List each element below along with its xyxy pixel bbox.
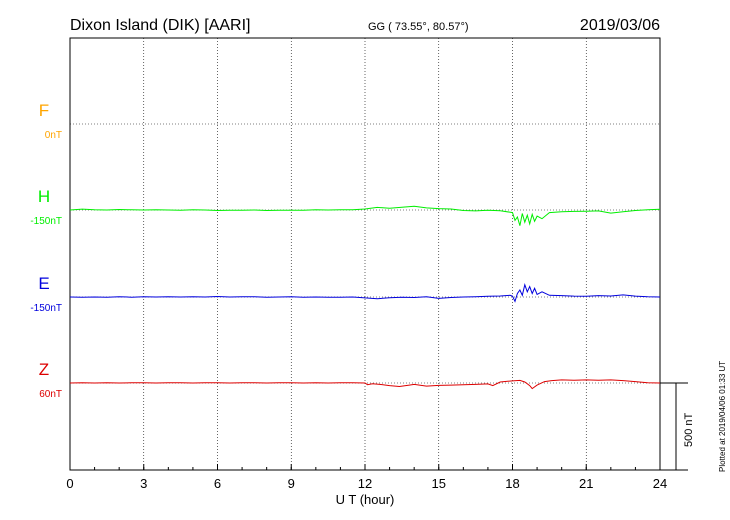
series-offset-h: -150nT xyxy=(30,216,62,227)
x-tick-label: 12 xyxy=(358,476,372,491)
x-tick-label: 15 xyxy=(432,476,446,491)
series-line-h xyxy=(69,205,661,226)
series-name-e: E xyxy=(38,274,49,293)
x-tick-label: 21 xyxy=(579,476,593,491)
x-tick-label: 3 xyxy=(140,476,147,491)
x-tick-label: 9 xyxy=(288,476,295,491)
series-labels: F 0nT H -150nT E -150nT Z 60nT xyxy=(30,101,62,400)
scale-bar-label: 500 nT xyxy=(683,412,695,447)
series-name-h: H xyxy=(38,187,50,206)
plot-date: 2019/03/06 xyxy=(580,17,660,34)
x-tick-label: 24 xyxy=(653,476,667,491)
series-line-e xyxy=(69,283,661,303)
series-name-f: F xyxy=(39,101,49,120)
x-tick-label: 18 xyxy=(505,476,519,491)
x-ticks: 0 3 6 9 12 15 18 21 24 xyxy=(66,464,667,491)
station-title: Dixon Island (DIK) [AARI] xyxy=(70,17,251,34)
x-axis-label: U T (hour) xyxy=(336,492,395,507)
series-line-z xyxy=(69,379,661,390)
x-tick-label: 0 xyxy=(66,476,73,491)
series-lines xyxy=(69,205,661,390)
series-name-z: Z xyxy=(39,360,49,379)
x-tick-label: 6 xyxy=(214,476,221,491)
station-coords: GG ( 73.55°, 80.57°) xyxy=(368,21,469,33)
scale-bar xyxy=(660,382,688,471)
series-offset-z: 60nT xyxy=(39,389,62,400)
plotted-timestamp: Plotted at 2019/04/06 01:33 UT xyxy=(718,361,727,472)
series-offset-e: -150nT xyxy=(30,303,62,314)
series-offset-f: 0nT xyxy=(45,130,62,141)
grid-lines xyxy=(70,38,660,470)
